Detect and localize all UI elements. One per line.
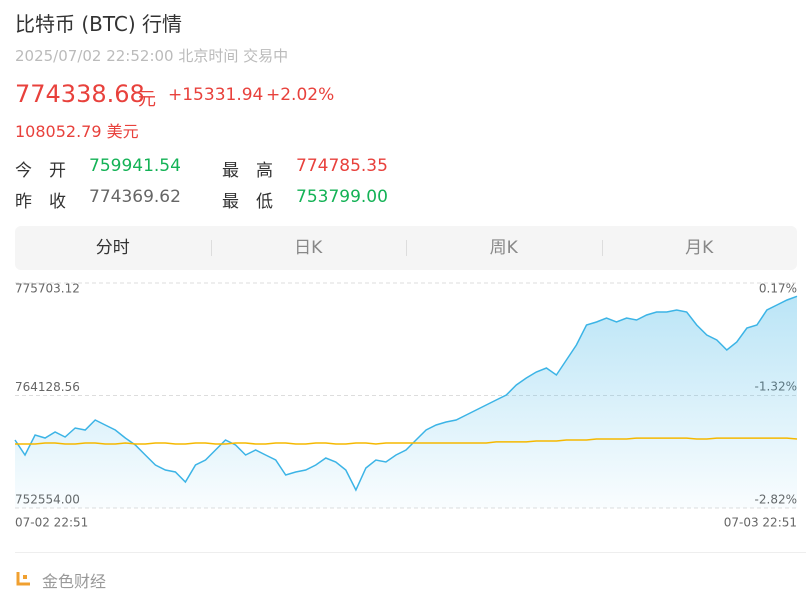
x-tick-label: 07-03 22:51	[724, 516, 797, 530]
status: 2025/07/02 22:52:00 北京时间 交易中	[15, 47, 289, 65]
stat-label: 最 高	[222, 161, 273, 181]
source: 金色财经	[42, 572, 107, 591]
y-tick-label: 764128.56	[15, 380, 80, 394]
y2-tick-label: 0.17%	[759, 282, 797, 296]
tab[interactable]: 月K	[601, 226, 798, 270]
change: +15331.94	[168, 85, 264, 105]
stat-label: 今 开	[15, 161, 66, 181]
price-unit: 元	[138, 89, 156, 110]
x-tick-label: 07-02 22:51	[15, 516, 88, 530]
usd-price: 108052.79 美元	[15, 122, 139, 141]
chart: 752554.00764128.56775703.12-2.82%-1.32%0…	[14, 282, 798, 530]
tab[interactable]: 分时	[95, 238, 130, 258]
price: 774338.68	[15, 80, 145, 108]
stat-value: 759941.54	[89, 156, 181, 176]
stat-label: 昨 收	[15, 192, 66, 212]
stat-value: 753799.00	[296, 187, 388, 207]
change-pct: +2.02%	[266, 85, 335, 105]
title: 比特币 (BTC) 行情	[15, 12, 183, 36]
tab[interactable]: 周K	[406, 226, 602, 270]
stat-value: 774785.35	[296, 156, 388, 176]
area	[15, 296, 797, 508]
line	[14, 295, 798, 492]
line	[15, 437, 798, 445]
source-icon	[16, 572, 30, 586]
divider	[15, 552, 806, 553]
stat-label: 最 低	[222, 192, 273, 212]
tab[interactable]: 日K	[210, 226, 407, 270]
stat-value: 774369.62	[89, 187, 181, 207]
tab-bar: 分时 日K 周K 月K	[15, 226, 797, 270]
y-tick-label: 775703.12	[15, 282, 80, 296]
